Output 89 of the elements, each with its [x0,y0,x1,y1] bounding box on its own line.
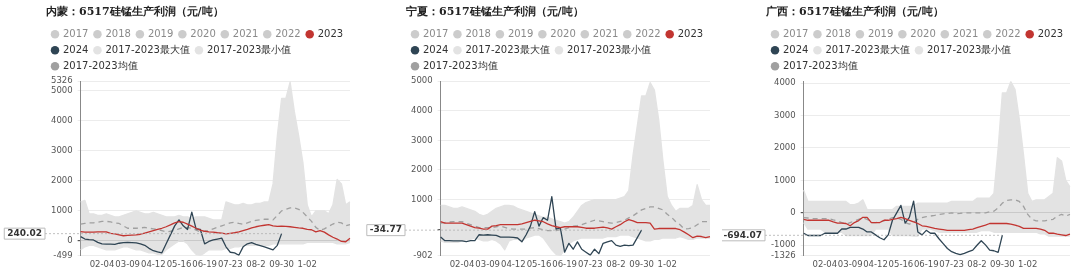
legend-label: 2018 [105,27,131,39]
y-tick-label: 5326 [50,75,73,86]
x-tick-label: 02-04 [812,259,838,270]
y-tick-label: 1000 [50,205,73,216]
y-tick-label: 4000 [50,115,73,126]
y-tick-label: -1000 [771,239,796,250]
legend-label: 2024 [63,43,89,55]
annotation: 240.02 [7,227,42,238]
x-tick-label: 09-30 [269,259,294,270]
y-tick-label: -499 [53,250,73,260]
y-tick-label: -1326 [771,250,796,260]
legend-label: 2017-2023最大值 [825,43,910,55]
legend-label: 2017-2023最小值 [566,43,652,55]
x-tick-label: 03-09 [475,259,501,270]
x-tick-label: 08-2 [967,259,987,270]
chart-title: 宁夏：6517硅锰生产利润（元/吨） [406,5,584,19]
x-tick-label: 05-16 [166,259,192,270]
x-tick-label: 03-09 [837,259,863,270]
x-tick-label: 08-2 [246,259,266,270]
legend-label: 2022 [275,27,301,39]
chart-title: 广西：6517硅锰生产利润（元/吨） [765,5,944,19]
x-tick-label: 1-02 [1018,259,1038,270]
x-tick-label: 1-02 [297,259,317,270]
y-tick-label: 2000 [774,142,796,153]
legend-label: 2017-2023最大值 [465,43,550,55]
line-series [803,199,1071,225]
legend-label: 2018 [825,27,851,39]
legend-label: 2022 [635,27,661,39]
legend-label: 2021 [232,27,259,39]
x-tick-label: 09-30 [629,259,654,270]
y-tick-label: 0 [67,235,73,246]
x-tick-label: 05-16 [888,259,914,270]
y-tick-label: 5000 [410,75,433,86]
legend-label: 2020 [910,27,936,39]
legend-label: 2017 [783,27,809,39]
y-tick-label: 2000 [50,175,73,186]
x-tick-label: 07-23 [577,259,603,270]
x-tick-label: 02-04 [449,259,475,270]
x-tick-label: 08-2 [606,259,626,270]
legend-label: 2019 [507,27,534,39]
x-tick-label: 06-19 [192,259,217,270]
y-tick-label: 1000 [774,174,796,185]
legend-label: 2017-2023均值 [783,59,858,71]
x-tick-label: 04-12 [140,259,166,270]
x-tick-label: 04-12 [863,259,888,270]
legend-label: 2017-2023均值 [423,59,498,71]
annotation: -694.07 [723,229,762,240]
x-tick-label: 09-30 [990,259,1015,270]
x-tick-label: 1-02 [657,259,677,270]
y-tick-label: 2000 [410,164,433,175]
legend-label: 2024 [783,43,809,55]
y-tick-label: 5000 [50,85,73,96]
x-tick-label: 07-23 [217,259,243,270]
legend-label: 2017-2023最大值 [105,43,190,55]
legend-label: 2024 [423,43,449,55]
legend-label: 2019 [147,27,174,39]
y-tick-label: 0 [790,207,796,218]
legend-label: 2021 [952,27,979,39]
legend-label: 2023 [677,27,704,39]
y-tick-label: 1000 [410,193,433,204]
legend-label: 2017-2023均值 [63,59,138,71]
legend-label: 2020 [190,27,216,39]
x-tick-label: 06-19 [913,259,939,270]
legend-label: 2017-2023最小值 [926,43,1012,55]
x-tick-label: 02-04 [89,259,115,270]
y-tick-label: -902 [413,250,433,260]
legend-label: 2020 [550,27,576,39]
legend-label: 2017 [423,27,449,39]
x-tick-label: 05-16 [526,259,552,270]
y-tick-label: 3000 [410,134,433,145]
x-tick-label: 06-19 [552,259,577,270]
line-series [79,207,351,233]
x-tick-label: 07-23 [939,259,964,270]
legend-label: 2019 [867,27,894,39]
y-tick-label: 3000 [50,145,73,156]
legend-label: 2023 [1037,27,1064,39]
legend-label: 2017 [63,27,89,39]
legend-label: 2022 [995,27,1021,39]
x-tick-label: 03-09 [115,259,141,270]
legend-label: 2018 [465,27,491,39]
y-tick-label: 4000 [774,77,796,88]
legend-label: 2023 [317,27,344,39]
annotation: -34.77 [369,224,402,235]
legend-label: 2021 [592,27,619,39]
legend-label: 2017-2023最小值 [206,43,292,55]
chart-title: 内蒙：6517硅锰生产利润（元/吨） [46,5,224,19]
y-tick-label: 4000 [410,104,433,115]
y-tick-label: 3000 [774,109,796,120]
x-tick-label: 04-12 [500,259,526,270]
